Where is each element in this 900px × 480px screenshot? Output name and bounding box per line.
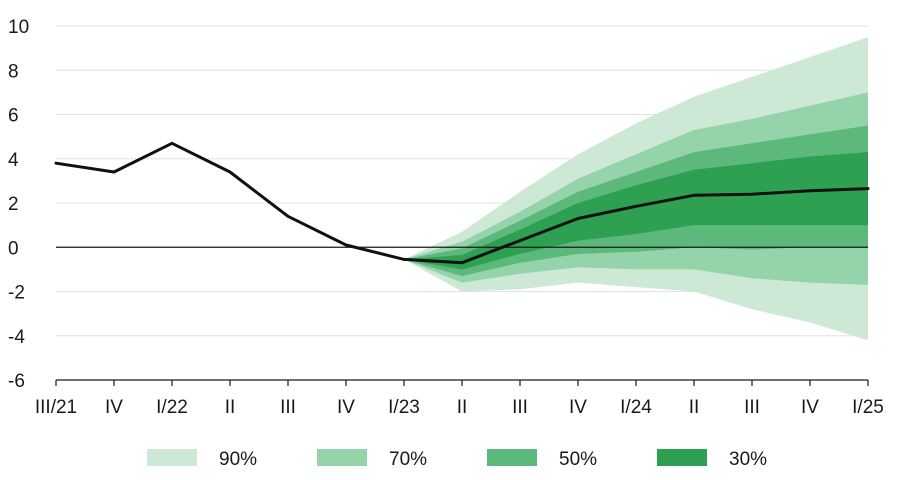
y-tick-label: -4 [8, 327, 25, 348]
x-tick-label: III [280, 397, 296, 418]
x-tick-label: IV [337, 397, 355, 418]
x-tick-label: I/24 [620, 397, 652, 418]
x-tick-label: IV [801, 397, 819, 418]
y-tick-label: 6 [8, 106, 19, 127]
x-tick-label: I/23 [388, 397, 420, 418]
x-tick-label: III [744, 397, 760, 418]
y-tick-label: -6 [8, 371, 25, 392]
legend-label: 90% [219, 449, 257, 470]
legend-label: 50% [559, 449, 597, 470]
x-tick-label: III/21 [35, 397, 77, 418]
y-tick-label: 0 [8, 238, 19, 259]
x-tick-label: I/25 [852, 397, 884, 418]
x-tick-label: I/22 [156, 397, 188, 418]
x-tick-label: III [512, 397, 528, 418]
legend-swatch-70pct [317, 449, 367, 466]
series-line-layer [54, 141, 870, 265]
x-tick-label: IV [569, 397, 587, 418]
y-tick-label: 8 [8, 61, 19, 82]
y-axis: 10 8 6 4 2 0 -2 -4 -6 [8, 17, 29, 392]
legend-label: 30% [729, 449, 767, 470]
legend-swatch-30pct [657, 449, 707, 466]
fan-bands [404, 37, 868, 341]
x-tick-label: IV [105, 397, 123, 418]
x-tick-label: II [457, 397, 468, 418]
legend-swatch-90pct [147, 449, 197, 466]
y-tick-label: 4 [8, 150, 19, 171]
y-tick-label: 2 [8, 194, 19, 215]
legend-swatch-50pct [487, 449, 537, 466]
y-tick-label: 10 [8, 17, 29, 38]
y-tick-label: -2 [8, 283, 25, 304]
legend-label: 70% [389, 449, 427, 470]
x-axis: III/21 IV I/22 II III IV I/23 II III IV I/24 II III I… [35, 379, 884, 418]
legend: 90% 70% 50% 30% [147, 449, 767, 470]
x-tick-label: II [689, 397, 700, 418]
x-tick-label: II [225, 397, 236, 418]
